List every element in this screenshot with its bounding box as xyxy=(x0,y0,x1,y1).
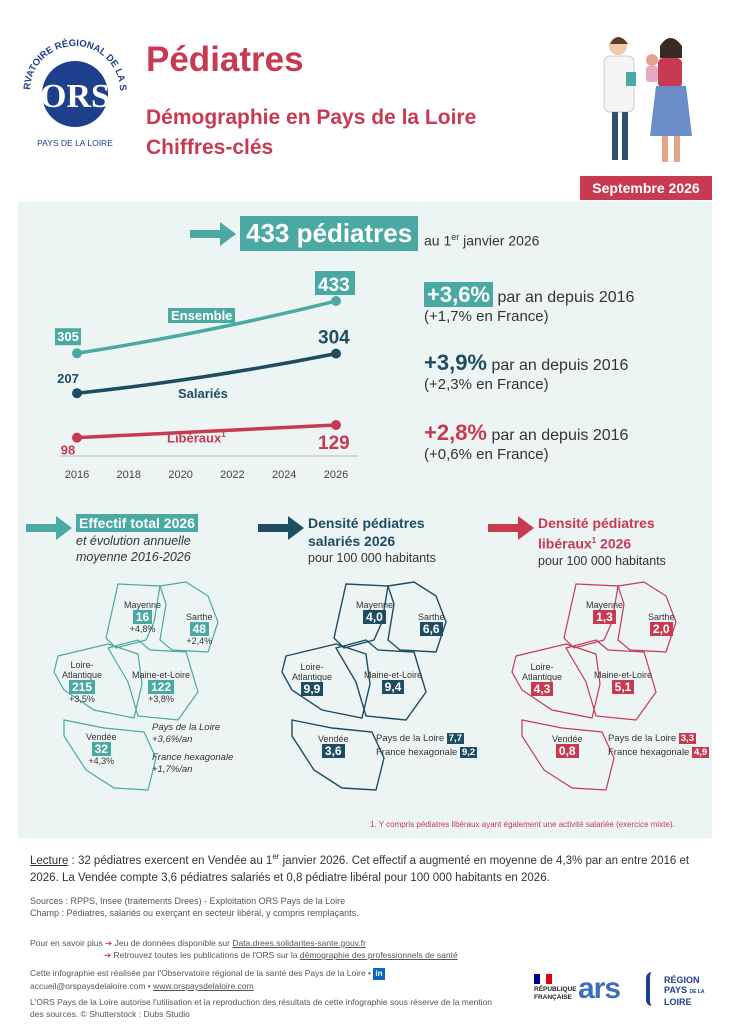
reading-note: Lecture : 32 pédiatres exercent en Vendé… xyxy=(30,852,690,884)
map3-loire-atlantique: Loire-Atlantique 4,3 xyxy=(521,662,563,696)
logo-mark: ORS xyxy=(40,78,110,115)
region-logo: RÉGION PAYS DE LA LOIRE xyxy=(664,975,705,1007)
data-label-text: 304 xyxy=(318,328,350,349)
data-point xyxy=(72,432,82,443)
map1-loire-atlantique: Loire-Atlantique 215 +3,5% xyxy=(61,660,103,704)
data-label-box xyxy=(55,328,81,346)
x-tick-label: 2022 xyxy=(220,469,244,481)
page-subtitle-2: Chiffres-clés xyxy=(146,136,274,159)
sources: Sources : RPPS, Insee (traitements Drees… xyxy=(30,896,359,918)
publications-link[interactable]: démographie des professionnels de santé xyxy=(299,950,458,960)
series-label-liberaux: Libéraux1 xyxy=(167,430,226,446)
date-badge: Septembre 2026 xyxy=(580,176,712,200)
map-liberaux-header: Densité pédiatres libéraux1 2026 pour 10… xyxy=(538,515,666,568)
website-link[interactable]: www.orspaysdelaloire.com xyxy=(153,981,254,991)
dataset-link[interactable]: Data.drees.solidarites-sante.gouv.fr xyxy=(232,938,366,948)
footnote: 1. Y compris pédiatres libéraux ayant ég… xyxy=(370,820,675,829)
map2-france: France hexagonale 9,2 xyxy=(376,747,478,758)
arrow-right-icon xyxy=(26,516,72,540)
stat-ensemble: +3,6% par an depuis 2016 (+1,7% en Franc… xyxy=(424,282,635,325)
series-line xyxy=(75,423,338,440)
map3-maine-et-loire: Maine-et-Loire 5,1 xyxy=(594,670,653,694)
arrow-right-icon xyxy=(258,516,304,540)
data-label-box xyxy=(315,271,355,296)
ars-logo: ars xyxy=(578,972,621,1005)
map3-france: France hexagonale 4,9 xyxy=(608,747,710,758)
map2-vendee: Vendée 3,6 xyxy=(318,734,349,758)
stat-salaries: +3,9% par an depuis 2016 (+2,3% en Franc… xyxy=(424,350,629,393)
footer: Pour en savoir plus ➔ Jeu de données dis… xyxy=(30,938,493,1019)
stat-liberaux: +2,8% par an depuis 2016 (+0,6% en Franc… xyxy=(424,420,629,463)
data-point xyxy=(331,348,341,359)
data-point xyxy=(72,348,82,359)
page-title: Pédiatres xyxy=(146,40,304,79)
map2-mayenne: Mayenne 4,0 xyxy=(356,600,394,624)
arrow-right-icon xyxy=(190,222,236,246)
data-label: 305 xyxy=(55,328,81,346)
map3-sarthe: Sarthe 2,0 xyxy=(648,612,675,636)
map1-france: France hexagonale +1,7%/an xyxy=(152,752,234,775)
map1-mayenne: Mayenne 16 +4,8% xyxy=(124,600,162,634)
map-salaries xyxy=(281,581,447,791)
data-label: 129 xyxy=(318,433,350,454)
map-effectif-header: Effectif total 2026 et évolution annuell… xyxy=(76,514,198,565)
series-line xyxy=(75,351,338,395)
map-liberaux xyxy=(511,581,677,791)
map3-mayenne: Mayenne 1,3 xyxy=(586,600,624,624)
ors-logo: OBSERVATOIRE RÉGIONAL DE LA SANTÉ ORS PA… xyxy=(16,32,128,148)
x-tick-label: 2016 xyxy=(65,469,89,481)
data-label-text: 129 xyxy=(318,433,350,454)
series-line xyxy=(75,299,338,355)
headline-total: 433 pédiatres xyxy=(240,216,419,251)
series-label-salaries: Salariés xyxy=(178,386,228,401)
data-label-text: 98 xyxy=(61,443,75,458)
stat-liberaux-value: +2,8% xyxy=(424,420,487,445)
arrow-right-icon xyxy=(488,516,534,540)
map1-region-total: Pays de la Loire +3,6%/an xyxy=(152,722,221,745)
data-label-text: 433 xyxy=(318,275,350,296)
data-label: 207 xyxy=(57,371,79,386)
x-tick-label: 2020 xyxy=(168,469,192,481)
series-label-ensemble: Ensemble xyxy=(168,308,236,323)
map2-maine-et-loire: Maine-et-Loire 9,4 xyxy=(364,670,423,694)
map2-region-total: Pays de la Loire 7,7 xyxy=(376,733,464,744)
map1-vendee: Vendée 32 +4,3% xyxy=(86,732,117,766)
data-label-text: 207 xyxy=(57,371,79,386)
x-tick-label: 2026 xyxy=(324,469,348,481)
stat-salaries-value: +3,9% xyxy=(424,350,487,375)
data-point xyxy=(331,296,341,307)
email-link[interactable]: accueil@orspaysdelaloire.com xyxy=(30,981,146,991)
map3-region-total: Pays de la Loire 3,3 xyxy=(608,733,696,744)
stat-ensemble-value: +3,6% xyxy=(424,282,493,307)
republique-francaise-logo: RÉPUBLIQUE FRANÇAISE xyxy=(534,974,577,1002)
linkedin-icon[interactable]: in xyxy=(373,968,385,980)
evolution-line-chart: 2016 2018 2020 2022 2024 2026 305 433 207 304 98 1… xyxy=(55,271,358,481)
map-effectif xyxy=(53,581,219,791)
page-subtitle: Démographie en Pays de la Loire xyxy=(146,106,477,129)
data-label: 98 xyxy=(61,443,75,458)
data-label-text: 305 xyxy=(57,329,79,344)
data-point xyxy=(72,388,82,399)
map2-loire-atlantique: Loire-Atlantique 9,9 xyxy=(291,662,333,696)
x-tick-label: 2024 xyxy=(272,469,296,481)
data-point xyxy=(331,420,341,431)
map1-sarthe: Sarthe 48 +2,4% xyxy=(186,612,213,646)
data-label: 304 xyxy=(318,328,350,349)
map3-vendee: Vendée 0,8 xyxy=(552,734,583,758)
map2-sarthe: Sarthe 6,6 xyxy=(418,612,445,636)
headline-date: au 1er janvier 2026 xyxy=(424,232,540,249)
logo-bottom-text: PAYS DE LA LOIRE xyxy=(37,138,113,148)
data-label: 433 xyxy=(315,271,355,296)
map1-maine-et-loire: Maine-et-Loire 122 +3,8% xyxy=(132,670,191,704)
region-logo-mark xyxy=(646,972,658,1006)
x-tick-label: 2018 xyxy=(117,469,141,481)
doctor-mother-illustration xyxy=(603,37,692,162)
map-salaries-header: Densité pédiatres salariés 2026 pour 100… xyxy=(308,515,436,565)
